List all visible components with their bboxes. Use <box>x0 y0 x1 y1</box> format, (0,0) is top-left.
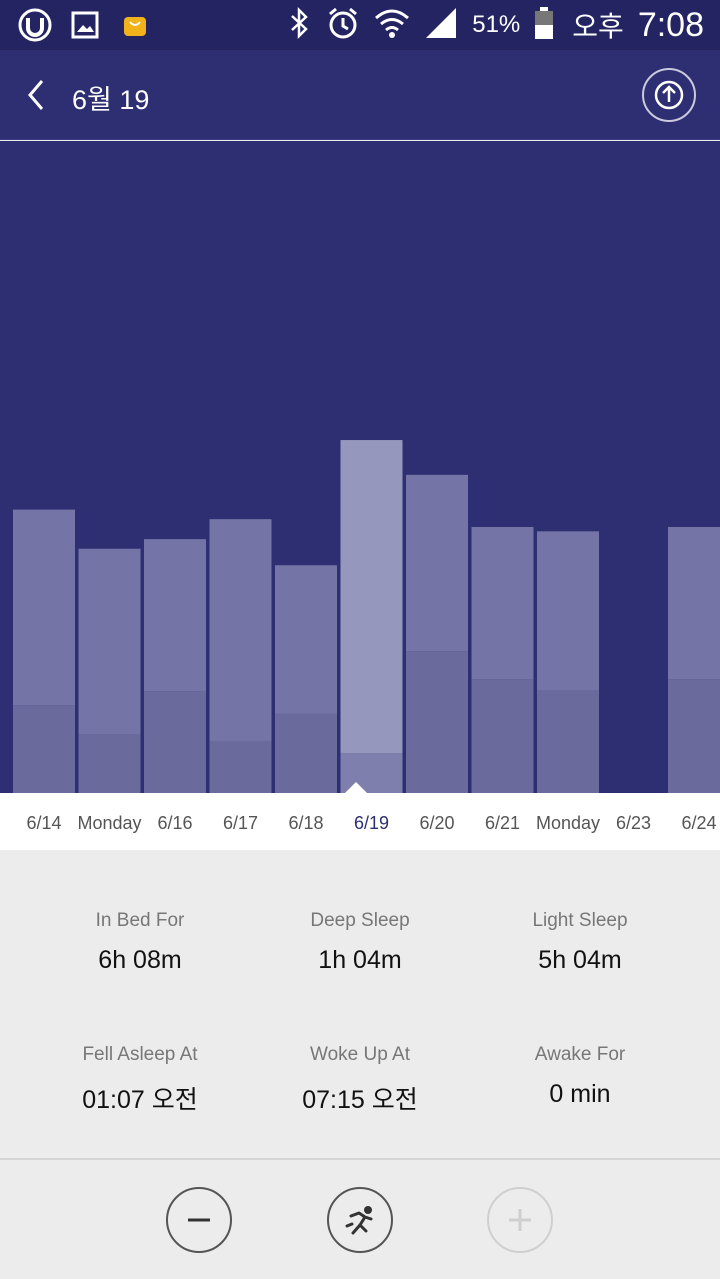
stat-label: Fell Asleep At <box>82 1044 198 1065</box>
day-label[interactable]: Monday <box>535 813 601 833</box>
wifi-icon <box>374 6 410 45</box>
day-label[interactable]: 6/17 <box>222 813 259 833</box>
bar-deep-sleep[interactable] <box>406 651 468 793</box>
bar-light-sleep[interactable] <box>13 509 75 706</box>
bar-light-sleep[interactable] <box>537 531 599 691</box>
day-label[interactable]: 6/14 <box>26 813 62 833</box>
day-label[interactable]: 6/18 <box>288 813 324 833</box>
minus-icon <box>188 1218 210 1222</box>
stat-value: 1h 04m <box>318 946 402 974</box>
stat-label: Light Sleep <box>532 910 628 931</box>
day-label[interactable]: 6/23 <box>615 813 652 833</box>
bar-light-sleep[interactable] <box>78 548 141 735</box>
chevron-left-icon <box>28 80 44 110</box>
running-person-icon <box>345 1206 373 1235</box>
stat-fell-asleep: Fell Asleep At 01:07 오전 <box>30 1044 250 1116</box>
stat-awake: Awake For 0 min <box>470 1044 690 1109</box>
stat-value: 0 min <box>549 1080 611 1108</box>
sleep-stats: In Bed For 6h 08m Deep Sleep 1h 04m Ligh… <box>0 850 720 1158</box>
app-header: 6월 19 <box>0 50 720 140</box>
signal-icon <box>424 6 458 45</box>
stat-light-sleep: Light Sleep 5h 04m <box>470 910 690 975</box>
shopping-bag-icon <box>118 8 152 42</box>
stat-in-bed: In Bed For 6h 08m <box>30 910 250 975</box>
bar-deep-sleep[interactable] <box>275 713 337 793</box>
page-title: 6월 19 <box>72 85 150 115</box>
minus-button[interactable] <box>166 1187 232 1253</box>
bluetooth-icon <box>288 6 312 45</box>
stat-value: 01:07 오전 <box>82 1086 198 1114</box>
stat-value: 6h 08m <box>98 946 182 974</box>
stat-value: 5h 04m <box>538 946 622 974</box>
bar-deep-sleep[interactable] <box>209 741 272 793</box>
day-label[interactable]: 6/19 <box>353 813 390 833</box>
stat-label: In Bed For <box>95 910 185 931</box>
bar-deep-sleep[interactable] <box>471 679 534 793</box>
sleep-bar-chart <box>13 440 720 793</box>
activity-button[interactable] <box>327 1187 393 1253</box>
bar-deep-sleep[interactable] <box>537 690 599 793</box>
plus-button[interactable] <box>487 1187 553 1253</box>
bar-light-sleep[interactable] <box>406 474 468 652</box>
bar-light-sleep[interactable] <box>471 526 534 680</box>
gallery-icon <box>68 8 102 42</box>
stat-label: Woke Up At <box>310 1044 410 1065</box>
bottom-controls <box>0 1160 720 1279</box>
bar-deep-sleep[interactable] <box>668 679 720 793</box>
upload-icon <box>654 80 684 110</box>
day-axis: 6/14 Monday 6/16 6/17 6/18 6/19 6/20 6/21 Monday… <box>0 793 720 850</box>
stat-value: 07:15 오전 <box>302 1086 418 1114</box>
bar-deep-sleep[interactable] <box>144 691 206 793</box>
u-plus-icon <box>18 8 52 42</box>
selected-day-indicator <box>344 782 368 794</box>
alarm-icon <box>326 6 360 45</box>
day-label[interactable]: 6/24 <box>681 813 717 833</box>
stat-label: Deep Sleep <box>310 910 410 931</box>
bar-light-sleep[interactable] <box>144 539 206 692</box>
day-label[interactable]: 6/21 <box>484 813 521 833</box>
day-label[interactable]: 6/16 <box>157 813 193 833</box>
divider <box>0 1158 720 1160</box>
bar-light-sleep[interactable] <box>668 526 720 680</box>
day-label[interactable]: 6/20 <box>419 813 455 833</box>
sleep-chart[interactable] <box>0 141 720 793</box>
share-button[interactable] <box>642 68 696 122</box>
day-label[interactable]: Monday <box>77 813 142 833</box>
clock-ampm: 오후 <box>572 11 624 42</box>
stat-label: Awake For <box>534 1044 626 1065</box>
stat-woke-up: Woke Up At 07:15 오전 <box>250 1044 470 1116</box>
bar-deep-sleep[interactable] <box>13 705 75 793</box>
bar-deep-sleep[interactable] <box>78 734 141 793</box>
clock-time: 7:08 <box>637 5 704 44</box>
back-button[interactable] <box>22 77 52 113</box>
bar-light-sleep[interactable] <box>209 519 272 742</box>
status-bar: 51% 오후 7:08 <box>0 0 720 50</box>
battery-percent: 51% <box>472 11 521 38</box>
bar-light-sleep[interactable] <box>275 565 337 714</box>
bar-light-sleep[interactable] <box>340 440 403 754</box>
stat-deep-sleep: Deep Sleep 1h 04m <box>250 910 470 975</box>
battery-icon <box>534 6 554 45</box>
plus-icon <box>509 1209 531 1231</box>
